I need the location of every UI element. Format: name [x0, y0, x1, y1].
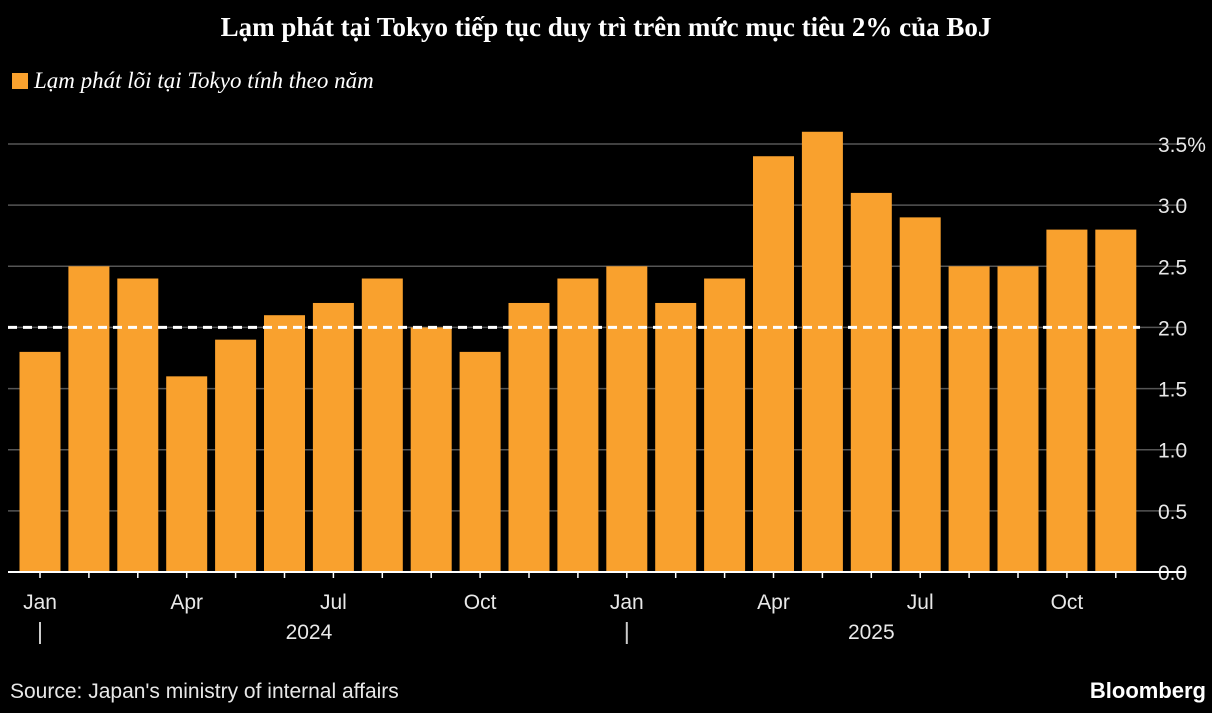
bar — [459, 351, 501, 572]
bar — [117, 278, 159, 572]
bar — [19, 351, 61, 572]
bar — [361, 278, 403, 572]
y-tick-label: 0.0 — [1158, 562, 1187, 585]
x-tick-label: Jan — [610, 591, 644, 614]
bar — [801, 131, 843, 572]
y-tick-label: 3.0 — [1158, 195, 1187, 218]
bar — [948, 266, 990, 572]
y-tick-label: 2.5 — [1158, 256, 1187, 279]
legend: Lạm phát lõi tại Tokyo tính theo năm — [12, 68, 374, 94]
bar — [68, 266, 110, 572]
bar — [215, 339, 257, 572]
x-tick-label: Oct — [464, 591, 497, 614]
x-tick-label: Apr — [757, 591, 790, 614]
y-tick-label: 2.0 — [1158, 317, 1187, 340]
x-tick-label: Oct — [1051, 591, 1084, 614]
x-tick-label: Jul — [907, 591, 934, 614]
bar — [899, 217, 941, 572]
source-note: Source: Japan's ministry of internal aff… — [10, 680, 399, 703]
bar — [850, 192, 892, 572]
chart-title: Lạm phát tại Tokyo tiếp tục duy trì trên… — [220, 12, 992, 42]
y-tick-label: 1.5 — [1158, 379, 1187, 402]
bar — [1095, 229, 1137, 572]
legend-swatch — [12, 73, 28, 89]
bar — [410, 327, 452, 572]
bar — [606, 266, 648, 572]
year-label: 2025 — [848, 621, 895, 644]
legend-label: Lạm phát lõi tại Tokyo tính theo năm — [34, 68, 374, 93]
bar — [264, 315, 305, 572]
bar — [655, 302, 697, 572]
y-tick-label: 0.5 — [1158, 501, 1187, 524]
x-tick-label: Apr — [170, 591, 203, 614]
bar — [508, 302, 550, 572]
year-label: 2024 — [286, 621, 333, 644]
y-tick-label: 1.0 — [1158, 440, 1187, 463]
x-tick-label: Jul — [320, 591, 347, 614]
bar — [557, 278, 599, 572]
bar — [753, 156, 794, 572]
y-tick-label: 3.5% — [1158, 134, 1206, 157]
bar — [1046, 229, 1088, 572]
bloomberg-logo: Bloomberg — [1089, 678, 1206, 703]
bar — [997, 266, 1039, 572]
bar — [704, 278, 746, 572]
bar — [166, 376, 208, 572]
x-tick-label: Jan — [23, 591, 57, 614]
bar — [312, 302, 354, 572]
